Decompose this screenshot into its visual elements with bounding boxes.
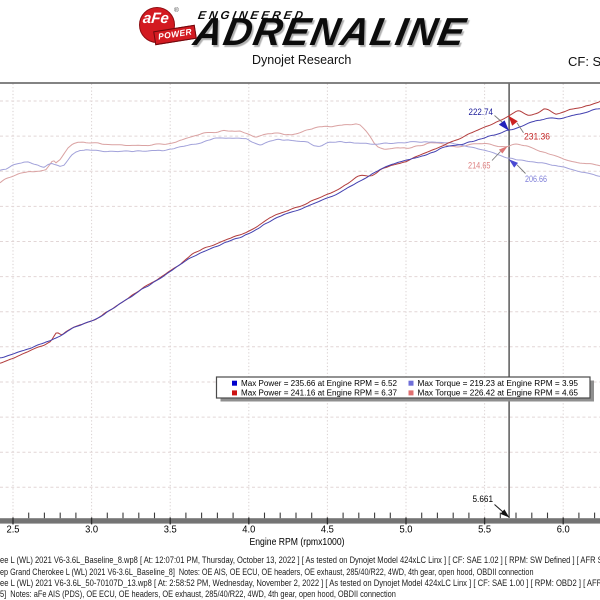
- svg-text:5.0: 5.0: [400, 525, 413, 536]
- svg-text:Max Power = 235.66 at Engine R: Max Power = 235.66 at Engine RPM = 6.52: [241, 379, 398, 388]
- svg-text:206.66: 206.66: [525, 174, 547, 185]
- svg-text:Max Power = 241.16 at Engine R: Max Power = 241.16 at Engine RPM = 6.37: [241, 389, 398, 398]
- svg-text:3.5: 3.5: [164, 525, 177, 536]
- svg-text:Max Torque = 219.23 at Engine: Max Torque = 219.23 at Engine RPM = 3.95: [418, 379, 579, 388]
- svg-text:Engine RPM (rpmx1000): Engine RPM (rpmx1000): [250, 537, 345, 548]
- svg-text:6.0: 6.0: [557, 525, 570, 536]
- svg-text:4.5: 4.5: [321, 525, 334, 536]
- svg-text:2.5: 2.5: [7, 525, 20, 536]
- svg-text:4.0: 4.0: [242, 525, 255, 536]
- svg-text:Max Torque = 226.42 at Engine: Max Torque = 226.42 at Engine RPM = 4.65: [418, 389, 579, 398]
- svg-text:3.0: 3.0: [85, 525, 98, 536]
- svg-text:214.65: 214.65: [468, 161, 491, 172]
- svg-text:5.661: 5.661: [473, 494, 494, 505]
- svg-text:231.36: 231.36: [524, 132, 550, 143]
- svg-text:222.74: 222.74: [469, 107, 494, 118]
- svg-text:5.5: 5.5: [478, 525, 491, 536]
